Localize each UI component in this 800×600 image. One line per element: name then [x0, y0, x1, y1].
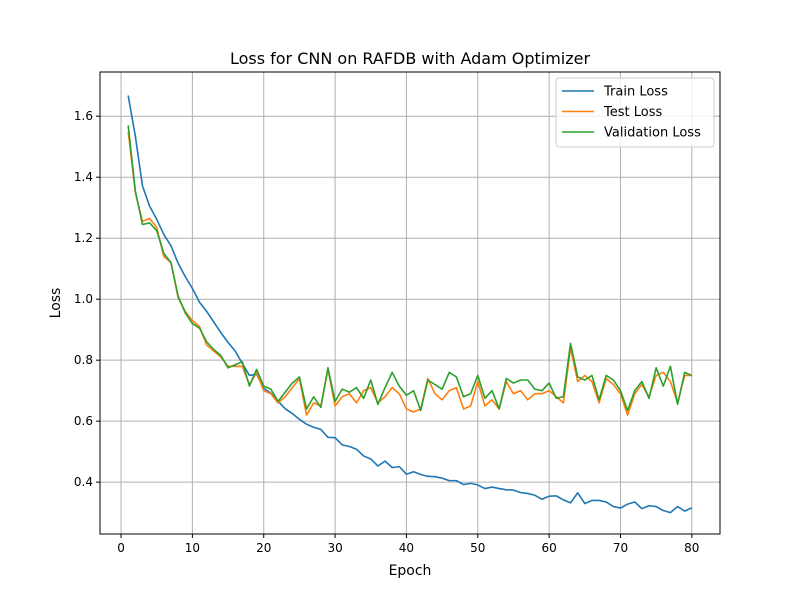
y-tick-label: 1.6: [74, 109, 93, 123]
x-tick-label: 30: [327, 541, 342, 555]
x-tick-label: 10: [185, 541, 200, 555]
chart-title: Loss for CNN on RAFDB with Adam Optimize…: [230, 49, 591, 68]
x-tick-label: 80: [684, 541, 699, 555]
x-tick-label: 0: [117, 541, 125, 555]
legend: Train Loss Test Loss Validation Loss: [555, 77, 715, 148]
validation-loss-legend-label: Validation Loss: [604, 126, 701, 141]
x-tick-label: 50: [470, 541, 485, 555]
x-tick-label: 20: [256, 541, 271, 555]
grid: [100, 72, 720, 534]
y-tick-label: 1.0: [74, 292, 93, 306]
y-tick-label: 0.4: [74, 475, 93, 489]
legend-box: [555, 77, 715, 148]
y-tick-label: 1.4: [74, 170, 93, 184]
train-loss-legend-label: Train Loss: [603, 85, 668, 100]
x-tick-label: 60: [541, 541, 556, 555]
y-tick-label: 0.8: [74, 353, 93, 367]
x-axis-label: Epoch: [389, 563, 432, 579]
x-tick-label: 70: [613, 541, 628, 555]
train-loss-line: [127, 95, 693, 514]
y-axis-label: Loss: [48, 288, 64, 319]
plot-area-frame: [99, 71, 721, 535]
test-loss-legend-label: Test Loss: [603, 105, 662, 120]
y-tick-label: 0.6: [74, 414, 93, 428]
y-tick-label: 1.2: [74, 231, 93, 245]
validation-loss-line: [127, 125, 693, 412]
axis-ticks: 0 10 20 30 40 50 60 70 80 0.4 0.6 0.8 1.0 1.2 1.4 1.6: [74, 109, 700, 555]
x-tick-label: 40: [399, 541, 414, 555]
series-lines: [127, 95, 693, 514]
